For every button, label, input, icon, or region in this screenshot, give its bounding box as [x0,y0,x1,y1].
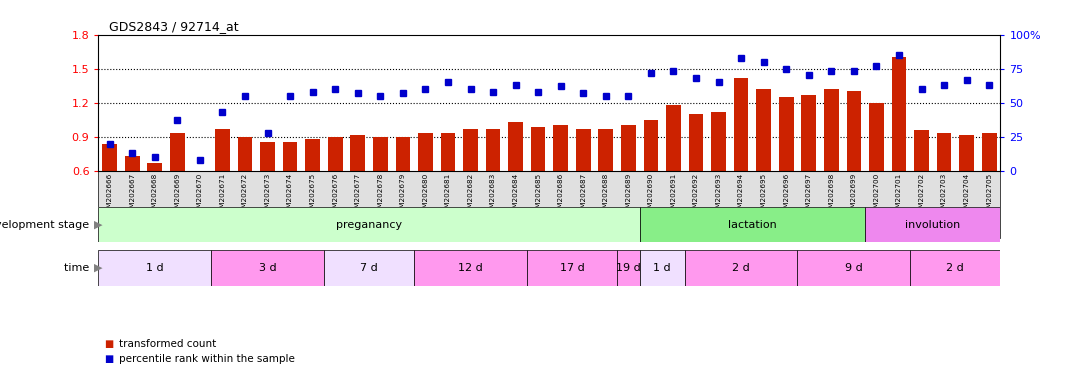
Bar [734,78,748,171]
Bar [351,134,365,171]
Bar [891,57,906,171]
Bar [914,130,929,171]
Bar [282,142,297,171]
Text: ■: ■ [104,339,113,349]
Bar [327,137,342,171]
Bar [553,126,568,171]
Bar [486,129,501,171]
Bar [260,142,275,171]
Bar [324,250,414,286]
Text: 1 d: 1 d [146,263,164,273]
Bar [526,250,617,286]
Bar [98,207,640,242]
Text: 9 d: 9 d [845,263,862,273]
Bar [982,133,996,171]
Bar [576,129,591,171]
Text: time: time [64,263,93,273]
Text: 1 d: 1 d [654,263,671,273]
Text: ■: ■ [104,354,113,364]
Text: 2 d: 2 d [732,263,750,273]
Bar [824,89,839,171]
Text: transformed count: transformed count [119,339,216,349]
Bar [305,139,320,171]
Bar [441,133,456,171]
Bar [846,91,861,171]
Text: 7 d: 7 d [361,263,378,273]
Bar [643,120,658,171]
Text: involution: involution [905,220,961,230]
Text: percentile rank within the sample: percentile rank within the sample [119,354,294,364]
Bar [531,127,546,171]
Bar [598,129,613,171]
Text: ▶: ▶ [94,220,103,230]
Bar [125,156,139,171]
Bar [463,129,478,171]
Bar [640,207,866,242]
Bar [170,133,185,171]
Text: 2 d: 2 d [947,263,964,273]
Text: 3 d: 3 d [259,263,276,273]
Bar [936,133,951,171]
Bar [640,250,685,286]
Bar [215,129,230,171]
Bar [508,122,523,171]
Bar [238,137,253,171]
Bar [801,95,816,171]
Text: 19 d: 19 d [616,263,641,273]
Bar [667,105,681,171]
Text: 12 d: 12 d [458,263,483,273]
Bar [866,207,1000,242]
Bar [911,250,1000,286]
Bar [103,144,117,171]
Text: lactation: lactation [728,220,777,230]
Text: 17 d: 17 d [560,263,584,273]
Text: GDS2843 / 92714_at: GDS2843 / 92714_at [109,20,239,33]
Bar [869,103,884,171]
Bar [211,250,324,286]
Bar [712,112,725,171]
Bar [617,250,640,286]
Bar [373,137,387,171]
Bar [797,250,911,286]
Bar [689,114,703,171]
Bar [98,250,211,286]
Bar [396,137,410,171]
Text: development stage: development stage [0,220,93,230]
Bar [414,250,526,286]
Text: preganancy: preganancy [336,220,402,230]
Bar [685,250,797,286]
Bar [756,89,771,171]
Bar [148,163,163,171]
Text: ▶: ▶ [94,263,103,273]
Bar [960,134,974,171]
Bar [418,133,432,171]
Bar [621,126,636,171]
Bar [779,97,794,171]
